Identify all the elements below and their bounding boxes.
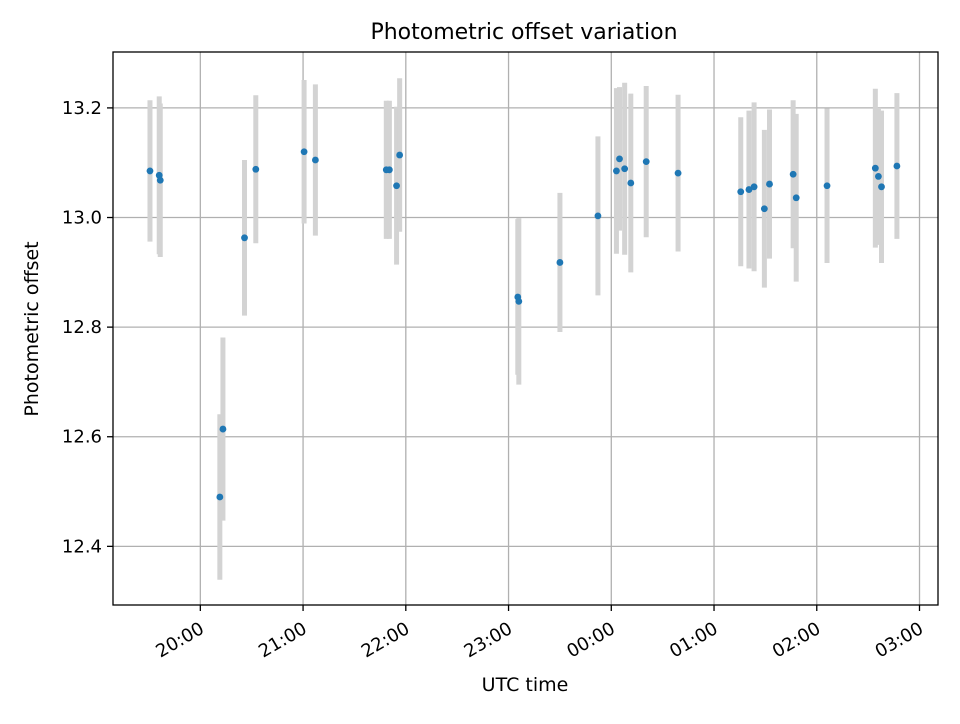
data-point [674, 169, 682, 177]
data-point [515, 297, 523, 305]
data-point [613, 167, 620, 175]
data-point [311, 156, 319, 164]
chart-title: Photometric offset variation [370, 20, 677, 45]
data-point [893, 162, 901, 170]
grid [113, 52, 938, 605]
data-point [396, 151, 404, 159]
data-point [878, 183, 885, 191]
data-point [745, 186, 753, 193]
data-point [156, 176, 164, 184]
data-point [792, 194, 800, 202]
data-point [385, 166, 393, 174]
data-point [789, 170, 797, 178]
data-point [760, 205, 768, 213]
y-tick-label: 13.0 [62, 208, 102, 229]
plot-frame [112, 51, 939, 606]
x-axis-label: UTC time [482, 674, 569, 696]
data-point [556, 259, 564, 266]
data-point [871, 164, 879, 172]
data-point [616, 155, 623, 163]
data-point [621, 165, 629, 173]
data-point [875, 173, 882, 180]
data-point [642, 158, 650, 166]
data-point [393, 182, 400, 190]
data-point [737, 188, 745, 196]
data-points [146, 148, 901, 501]
data-point [766, 180, 773, 188]
data-point [750, 183, 758, 191]
data-point [252, 165, 260, 173]
y-tick-label: 12.8 [62, 317, 102, 338]
data-point [627, 179, 635, 187]
y-axis-label: Photometric offset [21, 241, 43, 416]
data-point [216, 493, 224, 501]
y-tick-label: 12.4 [62, 536, 102, 557]
y-tick-label: 13.2 [62, 98, 102, 119]
data-point [823, 182, 831, 190]
data-point [594, 212, 602, 220]
y-axis-ticks: 12.4 12.6 12.8 13.0 13.2 [62, 98, 113, 557]
data-point [219, 425, 227, 433]
y-tick-label: 12.6 [62, 427, 102, 448]
data-point [300, 148, 308, 156]
data-point [146, 167, 154, 175]
data-point [241, 234, 248, 242]
